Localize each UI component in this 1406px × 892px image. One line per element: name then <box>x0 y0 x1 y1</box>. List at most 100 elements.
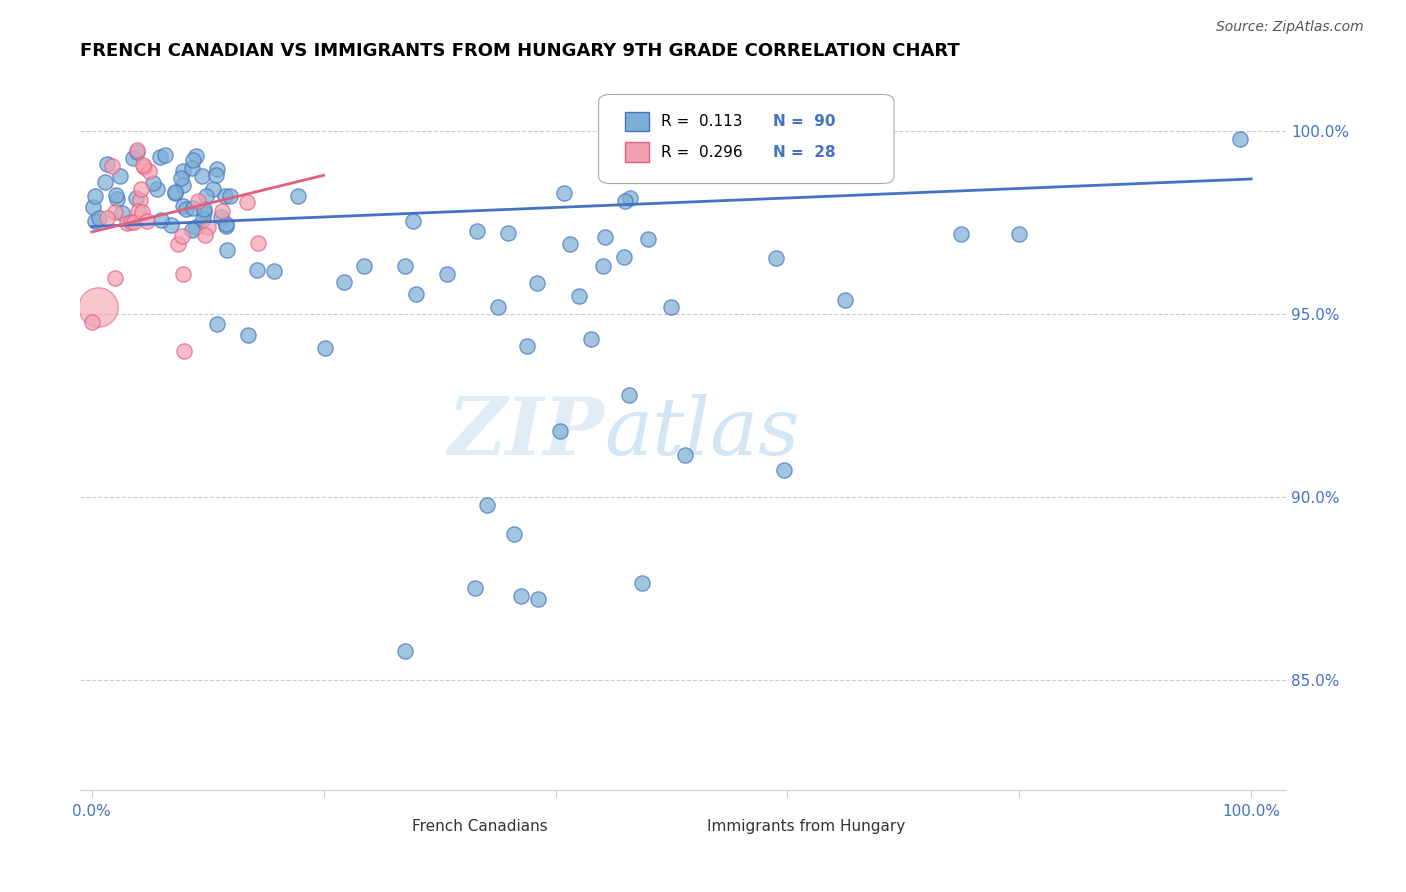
Text: 100.0%: 100.0% <box>1222 805 1281 819</box>
Point <box>136 214 159 228</box>
FancyBboxPatch shape <box>626 142 650 162</box>
Point <box>80 314 103 328</box>
Point <box>120 214 142 228</box>
Point <box>579 332 602 346</box>
Point <box>553 186 575 200</box>
Text: N =  90: N = 90 <box>773 114 837 129</box>
Point <box>467 224 489 238</box>
Point <box>1229 132 1251 146</box>
Point <box>101 159 124 173</box>
Point <box>205 317 228 331</box>
Point <box>673 448 696 462</box>
Point <box>526 276 548 290</box>
Point <box>132 161 155 175</box>
Point <box>516 339 538 353</box>
Point <box>84 213 107 227</box>
Point <box>172 164 194 178</box>
Point <box>172 267 194 281</box>
Text: ZIP: ZIP <box>447 394 605 472</box>
Point <box>661 300 683 314</box>
Point <box>172 199 194 213</box>
Point <box>509 589 531 603</box>
Point <box>527 591 550 606</box>
Point <box>263 264 285 278</box>
Point <box>214 189 236 203</box>
Point <box>181 222 204 236</box>
Point <box>246 263 269 277</box>
Point <box>96 211 118 225</box>
Point <box>104 205 127 219</box>
FancyBboxPatch shape <box>599 95 894 184</box>
Point <box>86 300 108 314</box>
Point <box>550 424 572 438</box>
Point <box>129 193 152 207</box>
Point <box>191 211 214 226</box>
Point <box>834 293 856 307</box>
Point <box>82 200 104 214</box>
Point <box>131 205 153 219</box>
Point <box>402 214 425 228</box>
Point <box>197 219 219 234</box>
Point <box>94 175 117 189</box>
Point <box>246 236 269 251</box>
Point <box>104 270 127 285</box>
Point <box>180 161 202 175</box>
Point <box>115 216 138 230</box>
Point <box>173 343 195 358</box>
Text: Source: ZipAtlas.com: Source: ZipAtlas.com <box>1216 21 1364 34</box>
Point <box>194 227 217 242</box>
Point <box>217 243 239 257</box>
Point <box>181 201 204 215</box>
Point <box>617 388 640 402</box>
Point <box>132 158 155 172</box>
Point <box>125 143 148 157</box>
Point <box>129 181 152 195</box>
Point <box>405 287 427 301</box>
Point <box>593 229 616 244</box>
Point <box>211 204 233 219</box>
Point <box>146 182 169 196</box>
Point <box>236 327 259 342</box>
Point <box>163 186 186 200</box>
Point <box>187 194 209 208</box>
Point <box>150 213 173 227</box>
Point <box>122 215 145 229</box>
Point <box>181 153 204 167</box>
Point <box>475 498 498 512</box>
Point <box>125 191 148 205</box>
Point <box>207 161 229 176</box>
Point <box>159 218 181 232</box>
Point <box>464 581 486 595</box>
Text: Immigrants from Hungary: Immigrants from Hungary <box>707 819 905 834</box>
Point <box>191 169 214 183</box>
Point <box>84 189 107 203</box>
Text: R =  0.113: R = 0.113 <box>661 114 742 129</box>
Text: 0.0%: 0.0% <box>72 805 111 819</box>
Point <box>125 145 148 160</box>
Point <box>142 176 165 190</box>
Text: atlas: atlas <box>605 394 800 472</box>
Point <box>184 220 207 235</box>
Point <box>219 189 242 203</box>
Point <box>631 576 654 591</box>
Point <box>104 188 127 202</box>
Point <box>138 164 160 178</box>
Point <box>105 192 128 206</box>
Point <box>193 202 215 216</box>
Point <box>496 226 519 240</box>
Point <box>170 171 193 186</box>
Point <box>394 259 416 273</box>
Point <box>619 191 641 205</box>
Point <box>287 189 309 203</box>
Point <box>193 205 215 219</box>
Point <box>236 194 259 209</box>
Point <box>773 463 796 477</box>
Point <box>488 301 510 315</box>
Point <box>950 227 973 241</box>
Point <box>163 186 186 200</box>
Point <box>122 151 145 165</box>
Point <box>194 188 217 202</box>
Point <box>592 260 614 274</box>
Text: N =  28: N = 28 <box>773 145 837 160</box>
Point <box>215 217 238 231</box>
